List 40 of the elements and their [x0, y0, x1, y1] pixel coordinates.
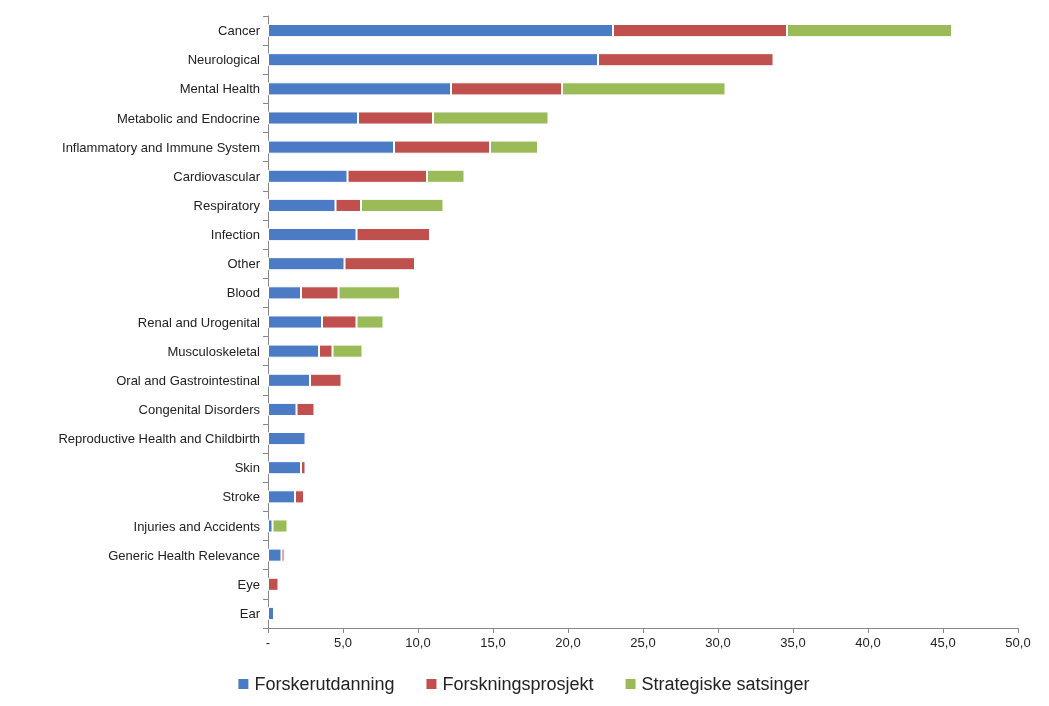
x-tick-label: 45,0 [930, 635, 956, 650]
y-tick-label: Skin [234, 460, 260, 476]
y-tick-label: Mental Health [179, 81, 260, 97]
x-tick-label: 25,0 [630, 635, 656, 650]
y-tick-label: Infection [210, 227, 260, 243]
y-tick-label: Metabolic and Endocrine [116, 110, 260, 126]
y-tick-label: Other [227, 256, 261, 272]
y-tick-label: Respiratory [193, 197, 261, 213]
y-tick-label: Generic Health Relevance [108, 547, 260, 563]
y-tick-label: Neurological [187, 52, 261, 68]
y-tick-label: Renal and Urogenital [137, 314, 261, 330]
y-tick-label: Ear [239, 605, 261, 621]
bar [268, 548, 282, 562]
y-tick-label: Congenital Disorders [138, 401, 261, 417]
y-tick-label: Stroke [222, 489, 260, 505]
x-tick-label: 5,0 [333, 635, 353, 650]
x-tick-label: 50,0 [1005, 635, 1031, 650]
legend-label: Forskerutdanning [254, 674, 395, 694]
x-tick-label: 10,0 [405, 635, 431, 650]
y-tick-label: Oral and Gastrointestinal [116, 372, 261, 388]
x-tick-label: - [265, 635, 271, 650]
x-tick-label: 15,0 [480, 635, 506, 650]
x-tick-label: 35,0 [780, 635, 806, 650]
x-tick-label: 20,0 [555, 635, 581, 650]
y-tick-label: Musculoskeletal [167, 343, 261, 359]
y-tick-label: Cardiovascular [173, 168, 261, 184]
y-tick-label: Blood [226, 285, 260, 301]
bar [268, 577, 279, 591]
x-tick-label: 30,0 [705, 635, 731, 650]
legend-label: Strategiske satsinger [641, 674, 810, 694]
y-tick-label: Eye [237, 576, 260, 592]
bar [268, 432, 306, 446]
y-tick-label: Cancer [218, 23, 261, 39]
x-tick-label: 40,0 [855, 635, 881, 650]
legend-label: Forskningsprosjekt [442, 674, 594, 694]
y-tick-label: Inflammatory and Immune System [62, 139, 260, 155]
bar [268, 606, 274, 620]
y-tick-label: Injuries and Accidents [133, 518, 261, 534]
y-tick-label: Reproductive Health and Childbirth [58, 431, 260, 447]
bar [272, 519, 288, 533]
